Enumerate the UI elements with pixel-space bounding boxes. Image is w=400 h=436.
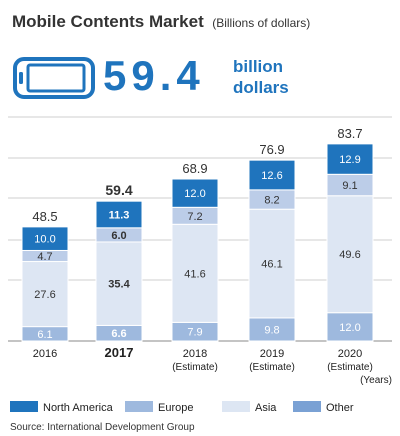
headline-value: 59.4 [103,52,205,99]
data-label: 35.4 [108,279,130,291]
total-label: 83.7 [337,126,362,141]
data-label: 12.6 [261,170,282,182]
bar-segment-north-america-2016 [21,226,69,251]
legend-swatch-asia [222,401,250,412]
x-tick-sublabel: (Estimate) [249,362,295,373]
total-label: 48.5 [32,209,57,224]
bar-segment-other-2020 [326,312,374,342]
data-label: 11.3 [109,209,130,221]
x-tick-label: 2017 [105,345,134,360]
data-label: 8.2 [264,195,279,207]
total-label: 76.9 [259,142,284,157]
data-label: 6.0 [111,230,126,242]
data-label: 46.1 [261,259,282,271]
bar-segment-north-america-2019 [248,159,296,191]
source-note: Source: International Development Group [10,422,195,433]
bar-segment-north-america-2018 [171,178,219,208]
data-label: 27.6 [34,289,55,301]
legend-label: North America [43,402,114,414]
data-label: 12.9 [339,154,360,166]
data-label: 12.0 [184,188,205,200]
bar-segment-asia-2016 [21,261,69,328]
headline-unit-line1: billion [233,57,284,76]
x-axis-unit: (Years) [360,375,392,386]
smartphone-icon [13,57,95,99]
x-tick-sublabel: (Estimate) [327,362,373,373]
data-label: 12.0 [339,322,360,334]
bar-segment-asia-2018 [171,223,219,323]
legend-swatch-north-america [10,401,38,412]
x-tick-sublabel: (Estimate) [172,362,218,373]
data-label: 4.7 [37,251,52,263]
legend-swatch-other [293,401,321,412]
legend-swatch-europe [125,401,153,412]
legend-label: Asia [255,402,277,414]
total-label: 68.9 [182,161,207,176]
bar-segment-north-america-2017 [95,200,143,229]
headline-unit: billion dollars [233,56,289,98]
bar-segment-north-america-2020 [326,143,374,175]
x-tick-label: 2016 [33,348,57,360]
headline-unit-line2: dollars [233,78,289,97]
x-tick-label: 2019 [260,348,284,360]
data-label: 6.1 [37,329,52,341]
bar-segment-asia-2019 [248,208,296,319]
chart-title-group: Mobile Contents Market (Billions of doll… [12,12,310,32]
chart-title: Mobile Contents Market [12,12,204,31]
legend-label: Europe [158,402,193,414]
data-label: 10.0 [34,234,55,246]
x-tick-label: 2018 [183,348,207,360]
legend-label: Other [326,402,354,414]
data-label: 41.6 [184,268,205,280]
data-label: 9.1 [342,180,357,192]
bar-segment-asia-2017 [95,241,143,326]
data-label: 6.6 [111,328,126,340]
chart-subtitle: (Billions of dollars) [212,16,311,30]
data-label: 7.2 [187,211,202,223]
data-label: 9.8 [264,324,279,336]
total-label: 59.4 [105,182,132,198]
x-tick-label: 2020 [338,348,362,360]
data-label: 49.6 [339,249,360,261]
data-label: 7.9 [187,327,202,339]
